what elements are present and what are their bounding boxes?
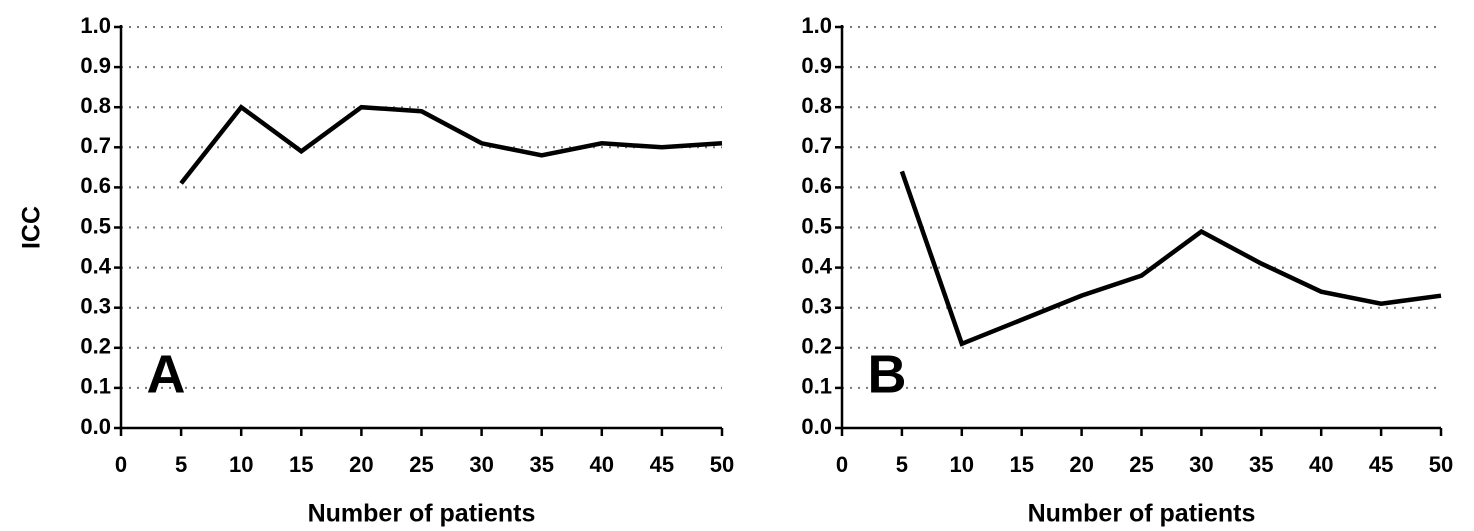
y-tick-label: 0.2 [801,334,832,359]
y-tick-label: 0.4 [80,253,111,278]
x-tick-label: 30 [1189,452,1213,477]
panel-label: A [147,344,186,404]
x-tick-label: 45 [650,452,674,477]
x-tick-label: 45 [1369,452,1393,477]
y-tick-label: 0.9 [80,53,111,78]
y-tick-label: 0.0 [801,414,832,439]
x-axis-label: Number of patients [308,500,536,528]
y-tick-label: 0.8 [801,93,832,118]
x-tick-label: 10 [229,452,253,477]
x-tick-label: 20 [1069,452,1093,477]
x-tick-label: 35 [529,452,553,477]
x-tick-label: 50 [710,452,734,477]
y-tick-label: 0.7 [801,133,832,158]
x-tick-label: 15 [1009,452,1033,477]
y-tick-label: 0.3 [801,294,832,319]
x-axis-label: Number of patients [1028,500,1256,528]
x-tick-label: 25 [1129,452,1153,477]
data-line [899,170,1442,347]
x-tick-label: 10 [950,452,974,477]
y-tick-label: 0.6 [80,173,111,198]
panel-label: B [868,344,907,404]
x-tick-label: 0 [115,452,127,477]
x-tick-label: 25 [409,452,433,477]
y-tick-label: 1.0 [801,13,832,38]
data-line [179,104,723,185]
x-tick-label: 0 [836,452,848,477]
x-tick-label: 5 [896,452,908,477]
y-tick-label: 0.8 [80,93,111,118]
y-tick-label: 0.3 [80,294,111,319]
y-tick-label: 0.6 [801,173,832,198]
y-tick-label: 0.9 [801,53,832,78]
x-tick-label: 40 [590,452,614,477]
y-tick-label: 0.4 [801,253,832,278]
y-tick-label: 0.5 [801,213,832,238]
x-tick-label: 30 [469,452,493,477]
y-tick-label: 0.2 [80,334,111,359]
x-tick-label: 5 [175,452,187,477]
y-tick-label: 0.7 [80,133,111,158]
x-tick-label: 20 [349,452,373,477]
x-tick-label: 50 [1429,452,1453,477]
y-tick-label: 0.1 [801,374,832,399]
x-tick-label: 35 [1249,452,1273,477]
y-axis-label: ICC [18,206,46,249]
y-tick-label: 0.1 [80,374,111,399]
y-tick-label: 0.0 [80,414,111,439]
y-tick-label: 0.5 [80,213,111,238]
x-tick-label: 15 [289,452,313,477]
x-tick-label: 40 [1309,452,1333,477]
y-tick-label: 1.0 [80,13,111,38]
